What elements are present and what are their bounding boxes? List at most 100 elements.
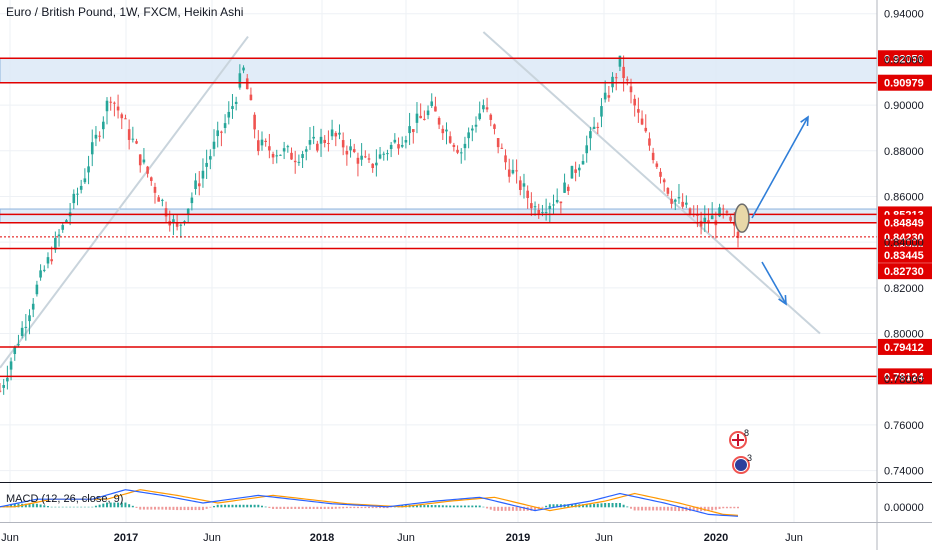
candle-body: [6, 377, 9, 382]
macd-histogram-bar: [725, 506, 728, 509]
candle-body: [430, 101, 434, 106]
candle-body: [725, 211, 729, 213]
candle-body: [279, 154, 282, 156]
macd-histogram-bar: [323, 506, 326, 509]
price-axis[interactable]: 0.74000 0.76000 0.78000 0.80000 0.82000 0.840…: [876, 0, 924, 550]
candle-body: [172, 219, 175, 223]
time-axis[interactable]: Jun 2017 Jun 2018 Jun 2019 Jun 2020 Jun: [0, 522, 932, 545]
candle-body: [39, 270, 42, 278]
economic-events[interactable]: 83: [729, 428, 752, 474]
macd-histogram-bar: [412, 505, 415, 508]
macd-signal-line: [0, 489, 739, 516]
candle-body: [72, 193, 76, 204]
candle-body: [102, 121, 105, 130]
candle-body: [489, 114, 493, 120]
candle-body: [474, 124, 478, 127]
macd-histogram-bar: [35, 503, 38, 508]
level-label-bg: [878, 50, 932, 67]
macd-histogram-bar: [692, 506, 695, 512]
candle-body: [79, 185, 83, 190]
macd-histogram-bar: [135, 506, 138, 508]
x-tick-label: Jun: [595, 532, 613, 544]
candle-body: [42, 269, 46, 271]
macd-histogram-bar: [648, 506, 651, 511]
macd-histogram-bar: [320, 506, 323, 509]
uk-event-icon-count: 8: [744, 428, 749, 438]
macd-histogram-bar: [87, 506, 90, 508]
macd-histogram-bar: [290, 506, 293, 509]
price-marker: [734, 203, 750, 233]
macd-histogram-bar: [644, 506, 647, 511]
trend-line: [0, 35, 249, 369]
level-label-bg: [878, 246, 932, 263]
candle-series: [0, 55, 740, 395]
macd-histogram-bar: [390, 506, 393, 508]
macd-histogram-bar: [567, 504, 570, 508]
candle-body: [54, 237, 57, 250]
macd-histogram-bar: [375, 506, 378, 509]
level-label-bg: [878, 368, 932, 385]
candle-body: [209, 156, 212, 160]
macd-histogram-bar: [478, 505, 481, 508]
macd-histogram-bar: [305, 506, 308, 509]
macd-histogram-bar: [600, 503, 603, 508]
candle-body: [637, 109, 640, 113]
macd-histogram-bar: [238, 504, 241, 508]
candle-body: [164, 208, 168, 217]
candle-body: [157, 197, 160, 202]
candle-body: [227, 111, 231, 118]
macd-histogram-bar: [120, 502, 123, 508]
y-tick-label: 0.94000: [884, 9, 924, 21]
macd-histogram-bar: [415, 505, 418, 508]
candle-body: [161, 199, 164, 201]
macd-histogram-bar: [297, 506, 300, 509]
candle-body: [548, 205, 552, 210]
candle-body: [341, 140, 345, 148]
candle-body: [142, 159, 146, 163]
candle-body: [463, 143, 467, 149]
macd-histogram-bar: [117, 502, 120, 508]
macd-histogram-bar: [342, 506, 345, 509]
x-tick-label: Jun: [1, 532, 19, 544]
macd-histogram-bar: [379, 506, 382, 509]
candle-body: [555, 199, 559, 203]
macd-histogram-bar: [231, 504, 234, 508]
macd-histogram-bar: [419, 505, 422, 508]
candle-body: [696, 214, 699, 216]
macd-histogram-bar: [106, 502, 109, 508]
candle-body: [699, 220, 703, 227]
x-tick-label: 2019: [506, 532, 530, 544]
macd-histogram-bar: [582, 504, 585, 508]
candle-body: [124, 118, 127, 120]
macd-histogram-bar: [58, 506, 61, 508]
candle-body: [286, 146, 290, 148]
macd-histogram-bar: [32, 503, 35, 508]
y-tick-label: 0.92000: [884, 54, 924, 66]
y-tick-label: 0.80000: [884, 329, 924, 341]
candle-body: [574, 169, 577, 173]
macd-histogram-bar: [589, 504, 592, 508]
candle-body: [467, 132, 470, 139]
candle-body: [618, 55, 622, 67]
y-tick-label: 0.74000: [884, 466, 924, 478]
candle-body: [282, 148, 286, 152]
macd-histogram-bar: [13, 503, 16, 508]
candle-body: [31, 303, 35, 310]
candle-body: [268, 146, 271, 151]
macd-histogram-bar: [368, 506, 370, 509]
candle-body: [190, 197, 194, 204]
candle-body: [404, 140, 408, 143]
macd-histogram-bar: [246, 504, 249, 508]
candle-body: [231, 106, 234, 110]
macd-histogram-bar: [279, 506, 282, 509]
macd-histogram-bar: [622, 504, 625, 508]
candle-body: [349, 146, 352, 151]
macd-histogram-bar: [24, 503, 27, 508]
candle-body: [327, 143, 330, 145]
candle-body: [441, 128, 445, 134]
macd-histogram-bar: [696, 506, 699, 512]
candle-body: [400, 144, 404, 147]
macd-histogram-bar: [522, 506, 525, 511]
macd-histogram-bar: [272, 506, 275, 509]
